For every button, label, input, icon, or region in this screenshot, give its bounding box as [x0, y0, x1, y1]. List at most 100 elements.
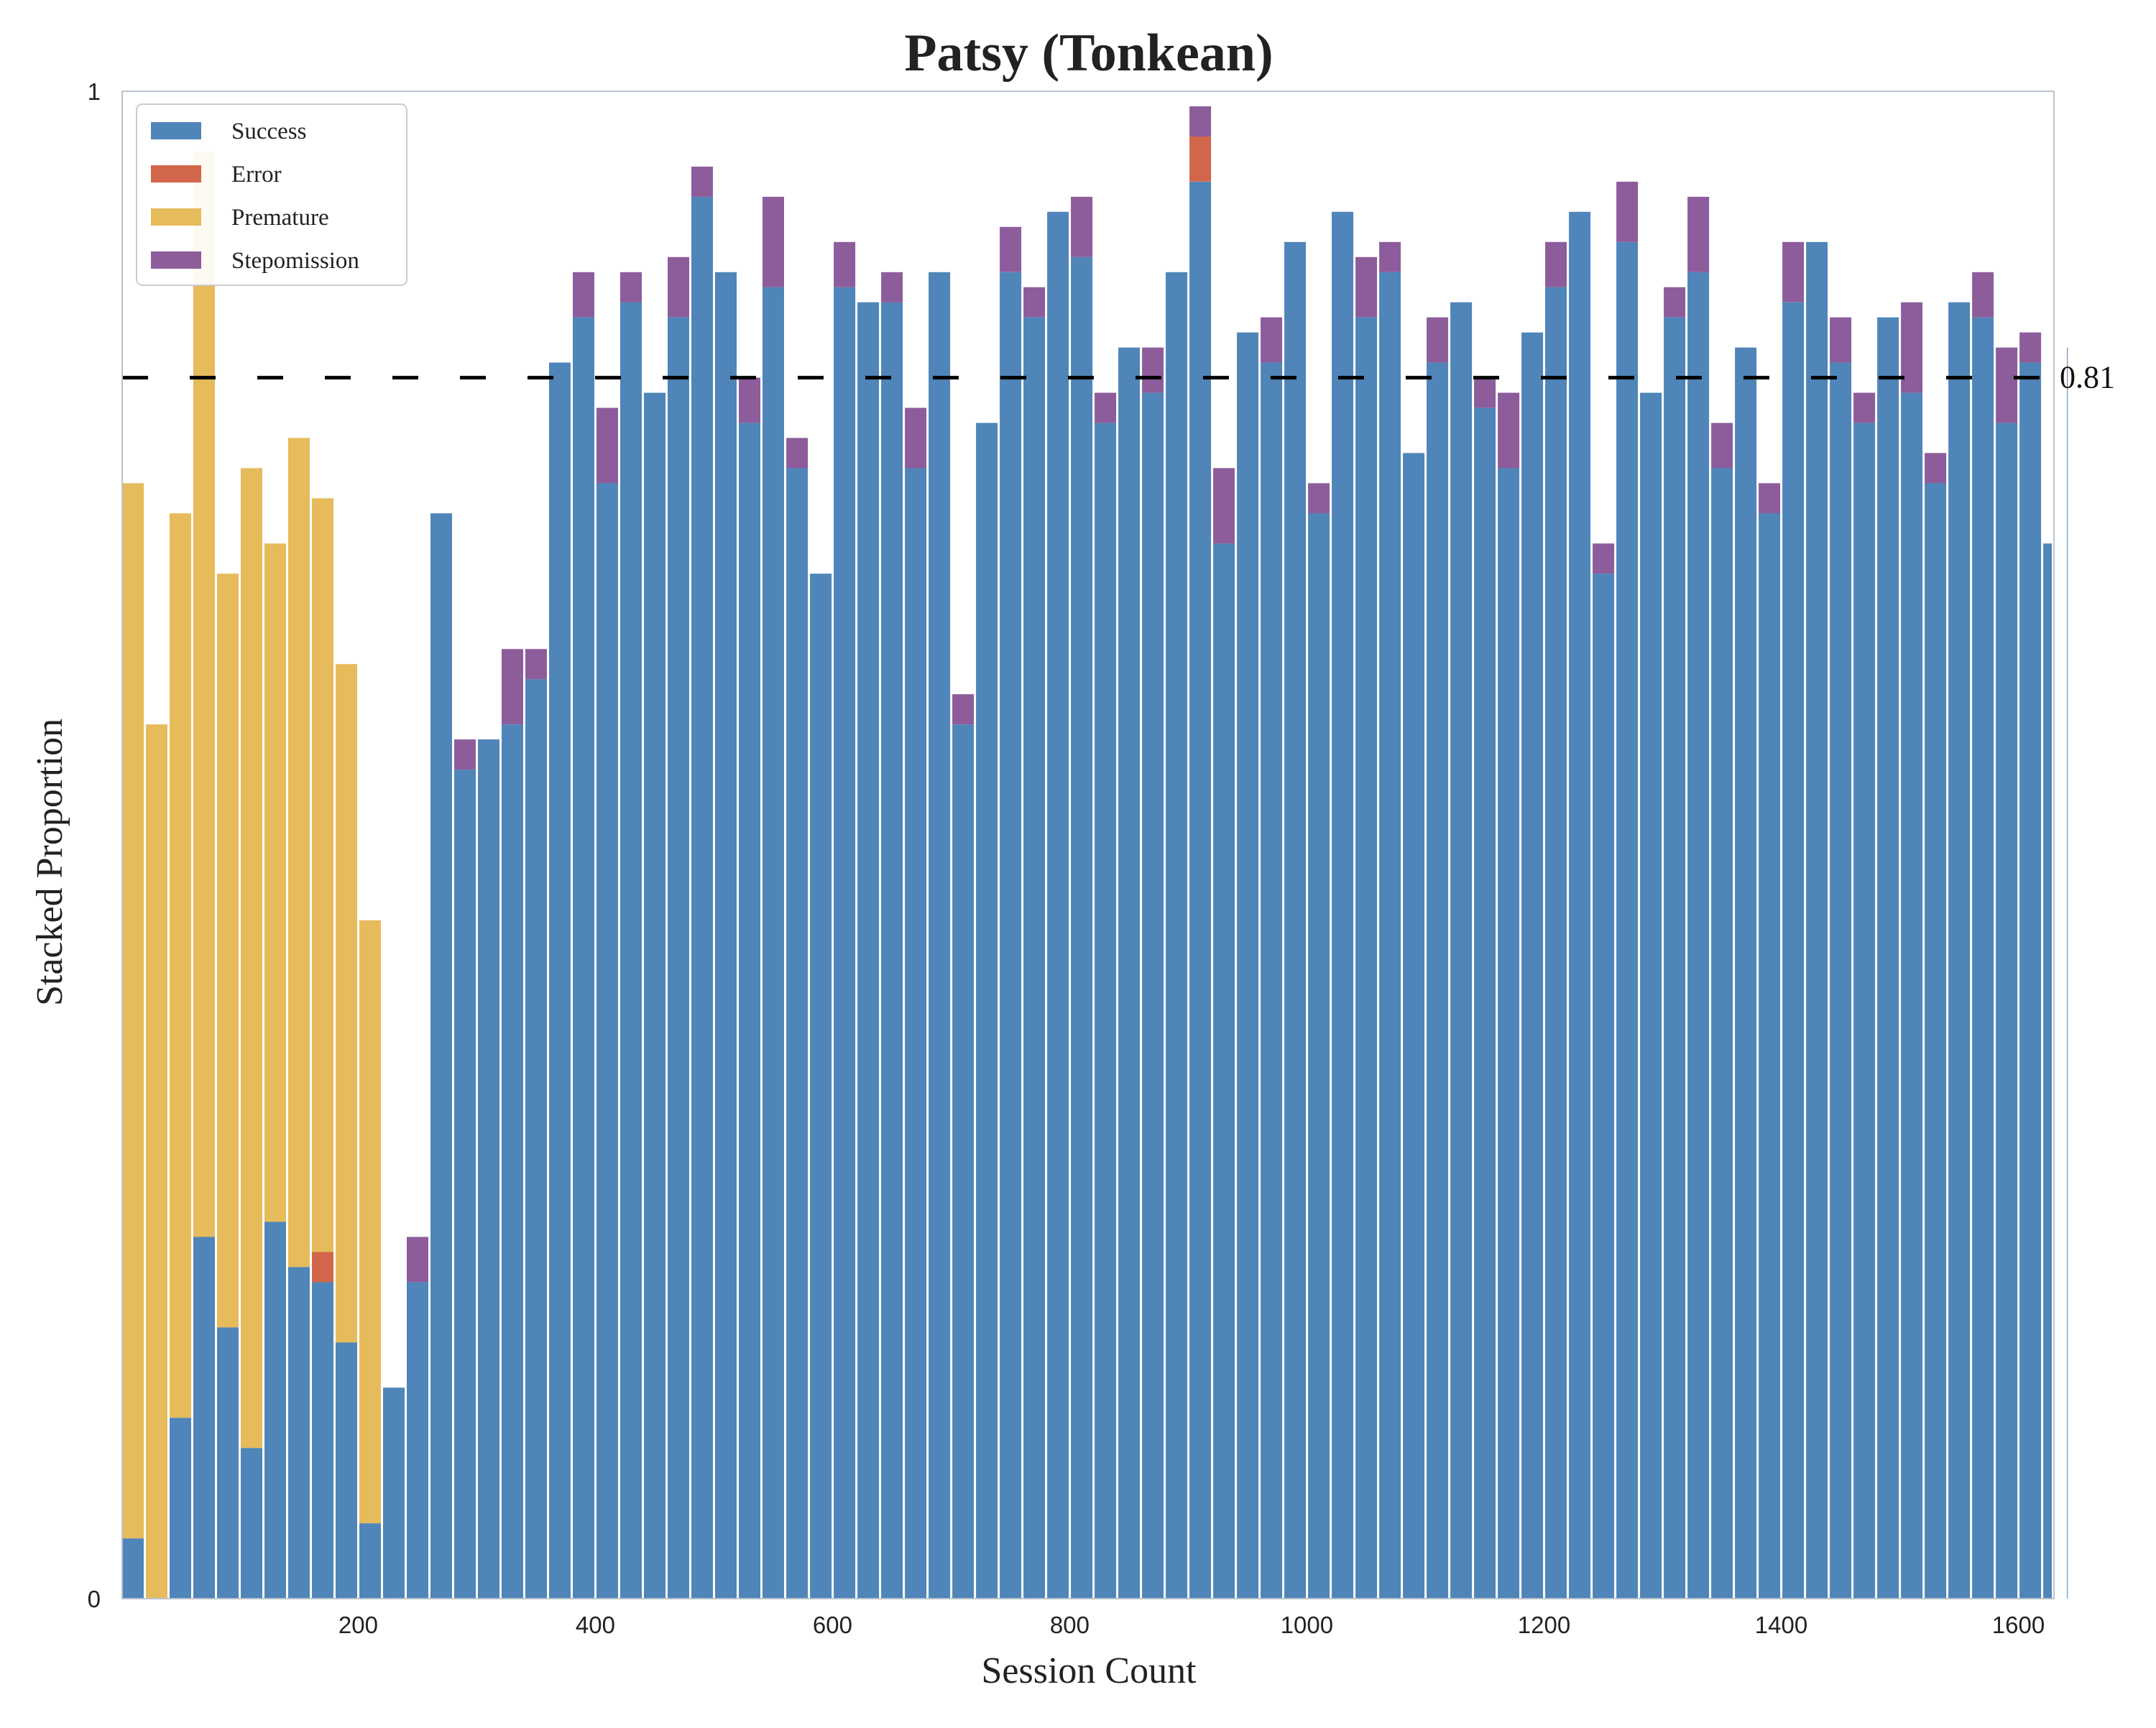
- x-tick-label-200: 200: [338, 1612, 378, 1638]
- bar-stepomission-20: [596, 407, 618, 484]
- bar-success-8: [312, 1282, 333, 1599]
- bar-success-61: [1569, 211, 1591, 1599]
- bar-stepomission-17: [525, 649, 547, 680]
- bar-success-20: [596, 483, 618, 1599]
- bar-success-72: [1830, 362, 1852, 1599]
- y-tick-label-0: 0: [88, 1586, 101, 1612]
- bar-success-41: [1095, 422, 1117, 1599]
- bar-premature-2: [170, 513, 191, 1418]
- bar-success-39: [1047, 211, 1069, 1599]
- bar-success-75: [1901, 392, 1923, 1599]
- bar-stepomission-57: [1474, 377, 1496, 408]
- bar-success-6: [264, 1221, 286, 1599]
- bar-stepomission-26: [739, 377, 760, 423]
- bars-layer: [122, 106, 2068, 1599]
- bar-success-18: [549, 362, 571, 1599]
- bar-stepomission-76: [1925, 453, 1947, 484]
- y-axis-label: Stacked Proportion: [29, 719, 70, 1006]
- bar-success-80: [2019, 362, 2042, 1599]
- bar-stepomission-52: [1355, 257, 1378, 318]
- bar-success-32: [881, 302, 903, 1599]
- bar-success-46: [1213, 543, 1235, 1599]
- x-tick-label-1200: 1200: [1518, 1612, 1570, 1638]
- bar-success-33: [905, 468, 927, 1599]
- bar-success-74: [1877, 317, 1899, 1599]
- bar-premature-0: [122, 483, 144, 1539]
- bar-stepomission-19: [573, 272, 594, 318]
- bar-stepomission-41: [1095, 392, 1117, 423]
- bar-stepomission-73: [1853, 392, 1876, 423]
- bar-stepomission-28: [786, 438, 808, 468]
- bar-success-62: [1593, 573, 1615, 1599]
- bar-error-45: [1189, 136, 1212, 182]
- bar-premature-7: [288, 438, 310, 1267]
- bar-success-17: [525, 679, 547, 1599]
- bar-premature-1: [146, 724, 167, 1599]
- bar-success-15: [478, 739, 499, 1599]
- x-tick-label-1400: 1400: [1755, 1612, 1807, 1638]
- bar-stepomission-58: [1498, 392, 1520, 468]
- bar-stepomission-79: [1996, 347, 2018, 423]
- bar-success-55: [1427, 362, 1449, 1599]
- bar-stepomission-32: [881, 272, 903, 302]
- bar-success-81: [2043, 543, 2052, 1599]
- bar-success-28: [786, 468, 808, 1599]
- bar-success-9: [336, 1342, 357, 1599]
- bar-success-35: [952, 724, 975, 1599]
- bar-success-53: [1379, 272, 1401, 1599]
- plot-frame: [121, 91, 2055, 1599]
- bar-stepomission-80: [2019, 332, 2042, 363]
- x-tick-label-1600: 1600: [1992, 1612, 2045, 1638]
- legend: Success Error Premature Stepomission: [136, 103, 407, 286]
- bar-success-50: [1308, 513, 1330, 1599]
- bar-success-67: [1711, 468, 1733, 1599]
- y-tick-label-1: 1: [88, 78, 101, 105]
- bar-stepomission-12: [407, 1237, 428, 1283]
- bar-stepomission-45: [1189, 106, 1212, 137]
- bar-success-40: [1071, 257, 1093, 1599]
- bar-success-73: [1853, 422, 1876, 1599]
- bar-premature-9: [336, 664, 357, 1343]
- bar-success-70: [1782, 302, 1805, 1599]
- bar-stepomission-67: [1711, 422, 1733, 468]
- bar-success-66: [1687, 272, 1710, 1599]
- bar-success-16: [502, 724, 523, 1599]
- bar-premature-6: [264, 543, 286, 1222]
- x-axis-label: Session Count: [981, 1650, 1197, 1691]
- legend-box: [136, 103, 407, 286]
- bar-stepomission-72: [1830, 317, 1852, 363]
- bar-stepomission-53: [1379, 241, 1401, 272]
- bar-success-56: [1450, 302, 1473, 1599]
- bar-success-26: [739, 422, 760, 1599]
- bar-premature-4: [217, 573, 239, 1328]
- bar-success-49: [1284, 241, 1307, 1599]
- bar-stepomission-78: [1972, 272, 1994, 318]
- legend-label-error: Error: [231, 162, 282, 188]
- bar-success-71: [1806, 241, 1828, 1599]
- bar-success-5: [241, 1448, 262, 1599]
- bar-stepomission-62: [1593, 543, 1615, 574]
- bar-stepomission-50: [1308, 483, 1330, 514]
- bar-success-60: [1545, 287, 1567, 1599]
- legend-swatch-stepomission: [151, 251, 201, 269]
- bar-success-82: [2067, 392, 2068, 1599]
- bar-stepomission-63: [1616, 181, 1639, 242]
- bar-success-42: [1118, 347, 1141, 1599]
- bar-success-27: [763, 287, 784, 1599]
- bar-stepomission-24: [691, 166, 713, 197]
- bar-success-59: [1521, 332, 1544, 1599]
- bar-success-24: [691, 196, 713, 1599]
- bar-stepomission-46: [1213, 468, 1235, 544]
- bar-stepomission-16: [502, 649, 523, 725]
- bar-success-76: [1925, 483, 1947, 1599]
- bar-success-30: [834, 287, 856, 1599]
- bar-stepomission-23: [668, 257, 689, 318]
- x-tick-label-600: 600: [813, 1612, 852, 1638]
- bar-stepomission-35: [952, 694, 975, 725]
- bar-stepomission-33: [905, 407, 927, 468]
- bar-success-57: [1474, 407, 1496, 1599]
- bar-success-64: [1640, 392, 1662, 1599]
- legend-label-premature: Premature: [231, 205, 329, 231]
